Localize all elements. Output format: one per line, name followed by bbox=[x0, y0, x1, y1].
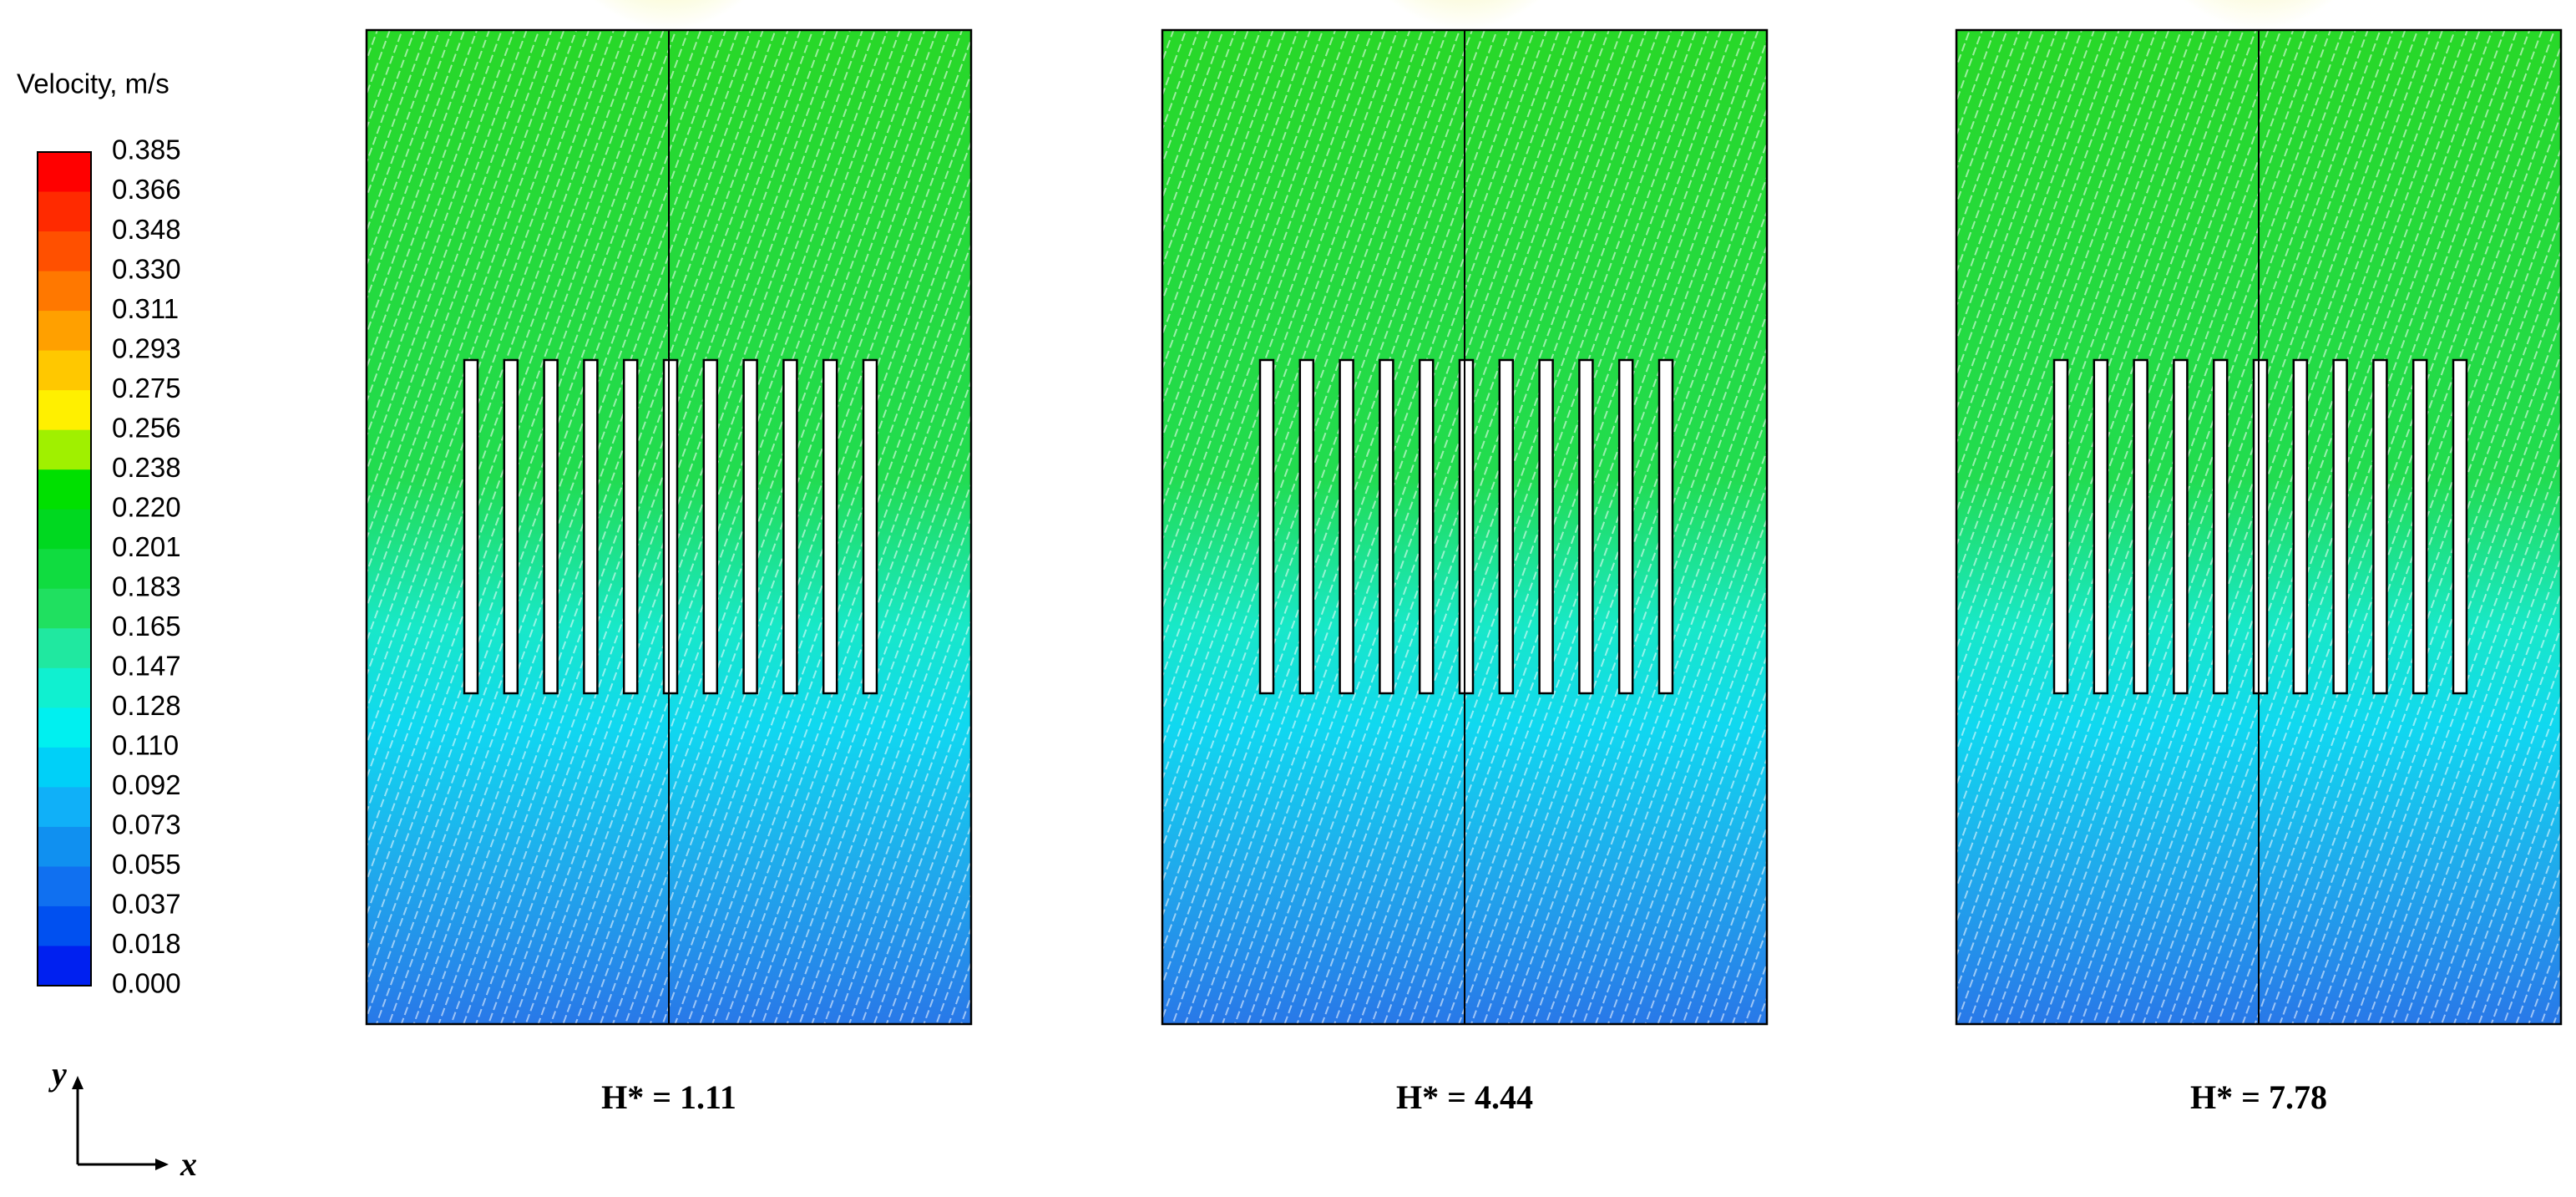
colorbar-label: 0.256 bbox=[112, 412, 181, 443]
colorbar-segment bbox=[38, 747, 91, 788]
colorbar-segment bbox=[38, 390, 91, 431]
colorbar-segment bbox=[38, 152, 91, 193]
panel-caption: H* = 1.11 bbox=[601, 1078, 736, 1116]
colorbar-label: 0.366 bbox=[112, 174, 181, 205]
colorbar-label: 0.385 bbox=[112, 134, 181, 165]
colorbar-label: 0.165 bbox=[112, 611, 181, 642]
fin bbox=[2332, 358, 2348, 695]
panel-frame bbox=[1955, 28, 2563, 1026]
panel-frame bbox=[1161, 28, 1769, 1026]
velocity-panel bbox=[1955, 0, 2563, 1026]
colorbar-segment bbox=[38, 549, 91, 590]
colorbar-label: 0.110 bbox=[112, 730, 179, 761]
fin bbox=[1498, 358, 1515, 695]
fin bbox=[862, 358, 878, 695]
fin bbox=[2252, 358, 2269, 695]
colorbar-segment bbox=[38, 826, 91, 867]
fin bbox=[1418, 358, 1435, 695]
colorbar-segment bbox=[38, 191, 91, 232]
colorbar-segment bbox=[38, 469, 91, 510]
colorbar-segment bbox=[38, 628, 91, 669]
colorbar-label: 0.073 bbox=[112, 809, 181, 840]
panel-caption: H* = 4.44 bbox=[1396, 1078, 1533, 1116]
colorbar-label: 0.275 bbox=[112, 373, 181, 403]
colorbar-segment bbox=[38, 509, 91, 550]
colorbar-label: 0.000 bbox=[112, 968, 181, 999]
panel-frame bbox=[365, 28, 973, 1026]
fin bbox=[1617, 358, 1634, 695]
fin bbox=[2372, 358, 2388, 695]
colorbar-segment bbox=[38, 429, 91, 470]
colorbar-label: 0.037 bbox=[112, 889, 181, 920]
colorbar-frame bbox=[37, 151, 92, 987]
colorbar-label: 0.311 bbox=[112, 293, 179, 324]
fin bbox=[1339, 358, 1354, 695]
colorbar-segment bbox=[38, 787, 91, 828]
fin bbox=[2133, 358, 2148, 695]
colorbar-label: 0.128 bbox=[112, 690, 181, 721]
fin bbox=[782, 358, 798, 695]
colorbar-segment bbox=[38, 271, 91, 312]
fin bbox=[503, 358, 519, 695]
axes-indicator: y x bbox=[48, 1055, 197, 1183]
fin bbox=[1458, 358, 1475, 695]
colorbar-segment bbox=[38, 588, 91, 629]
colorbar-segment bbox=[38, 708, 91, 748]
colorbar-segment bbox=[38, 350, 91, 391]
colorbar-label: 0.018 bbox=[112, 928, 181, 959]
colorbar-segment bbox=[38, 667, 91, 708]
panel-caption: H* = 7.78 bbox=[2190, 1078, 2327, 1116]
colorbar-segment bbox=[38, 905, 91, 946]
colorbar-label: 0.330 bbox=[112, 253, 181, 284]
colorbar-label: 0.147 bbox=[112, 651, 181, 682]
colorbar-label: 0.201 bbox=[112, 531, 181, 562]
velocity-panel bbox=[1161, 0, 1769, 1026]
fin bbox=[742, 358, 758, 695]
y-axis-label: y bbox=[48, 1055, 67, 1093]
fin bbox=[1379, 358, 1394, 695]
colorbar-segment bbox=[38, 866, 91, 907]
colorbar-label: 0.348 bbox=[112, 214, 181, 245]
fin bbox=[2173, 358, 2189, 695]
fin bbox=[2093, 358, 2109, 695]
colorbar-segment bbox=[38, 311, 91, 352]
colorbar-label: 0.238 bbox=[112, 452, 181, 483]
fin bbox=[822, 358, 838, 695]
fin bbox=[543, 358, 559, 695]
fin bbox=[1258, 358, 1275, 695]
fin bbox=[583, 358, 599, 695]
fin bbox=[1578, 358, 1594, 695]
fin bbox=[2212, 358, 2229, 695]
fin bbox=[2412, 358, 2428, 695]
fin bbox=[702, 358, 719, 695]
colorbar-label: 0.183 bbox=[112, 571, 181, 601]
fin bbox=[2452, 358, 2468, 695]
colorbar-label: 0.293 bbox=[112, 332, 181, 363]
velocity-panel bbox=[365, 0, 973, 1026]
colorbar-label: 0.092 bbox=[112, 769, 181, 800]
fin bbox=[1538, 358, 1554, 695]
colorbar-segment bbox=[38, 946, 91, 987]
fin bbox=[2292, 358, 2309, 695]
fin bbox=[463, 358, 479, 695]
colorbar-label: 0.055 bbox=[112, 849, 181, 880]
fin bbox=[622, 358, 639, 695]
fin bbox=[1657, 358, 1674, 695]
fin bbox=[1298, 358, 1315, 695]
fin bbox=[2052, 358, 2069, 695]
fin bbox=[662, 358, 679, 695]
colorbar-label: 0.220 bbox=[112, 491, 181, 522]
x-axis-label: x bbox=[180, 1145, 197, 1183]
colorbar-title: Velocity, m/s bbox=[17, 68, 170, 99]
colorbar-segment bbox=[38, 231, 91, 272]
